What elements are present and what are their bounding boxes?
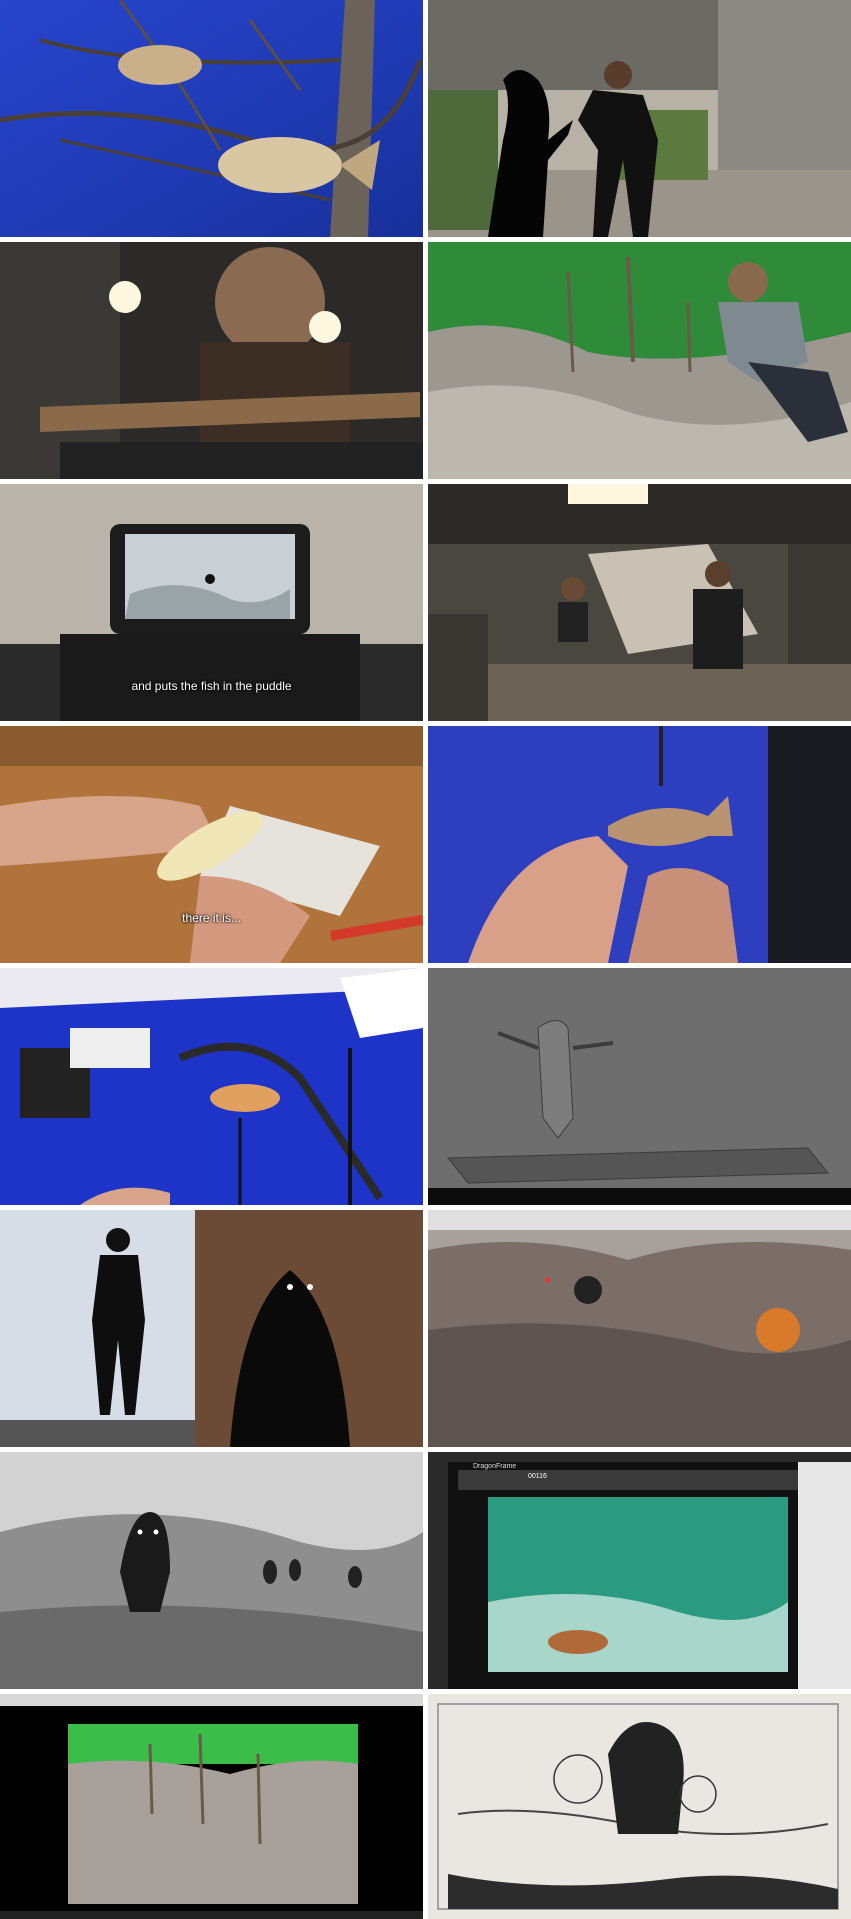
- fish-sculpt: [157, 811, 263, 881]
- sketch-creature: [608, 1722, 684, 1834]
- frame-creatures-in-landscape: [0, 1452, 423, 1689]
- fish-small: [118, 45, 202, 85]
- frame-silhouette-and-creature: [0, 1210, 423, 1447]
- wireframe-character: [537, 1020, 574, 1139]
- fish-puppet: [608, 796, 733, 846]
- creature-silhouette: [488, 70, 573, 237]
- subtitle: there it is...: [182, 911, 241, 925]
- subtitle: and puts the fish in the puddle: [131, 679, 292, 693]
- rig-arm: [178, 1042, 384, 1201]
- dragonframe-title: DragonFrame: [473, 1463, 517, 1470]
- creature-foreground: [120, 1512, 170, 1612]
- fish-on-rig: [210, 1084, 280, 1112]
- frame-storyboard-sketch: [428, 1694, 851, 1919]
- frame-actor-silhouette-courtyard: [428, 0, 851, 237]
- frame-fish-in-tree: [0, 0, 423, 237]
- frame-fish-on-rig: [0, 968, 423, 1205]
- actor-silhouette: [92, 1255, 145, 1415]
- frame-fish-puppet-bluescreen: [428, 726, 851, 963]
- frame-sculptor-at-desk: [0, 242, 423, 479]
- frame-green-screen-set-build: [428, 242, 851, 479]
- frame-counter: 00116: [528, 1473, 547, 1480]
- frame-camera-monitor: and puts the fish in the puddle: [0, 484, 423, 721]
- left-hand: [0, 796, 220, 866]
- creature-character: [230, 1270, 350, 1447]
- composite-viewport: [68, 1760, 358, 1904]
- frame-3d-wireframe-character: [428, 968, 851, 1205]
- frame-sculpting-fish: there it is...: [0, 726, 423, 963]
- fish-large: [218, 137, 342, 193]
- frame-3d-rock-landscape: [428, 1210, 851, 1447]
- branch-prop: [40, 392, 420, 432]
- frame-dragonframe-monitor: DragonFrame 00116: [428, 1452, 851, 1689]
- frame-studio-crew: [428, 484, 851, 721]
- frame-compositing-software: [0, 1694, 423, 1919]
